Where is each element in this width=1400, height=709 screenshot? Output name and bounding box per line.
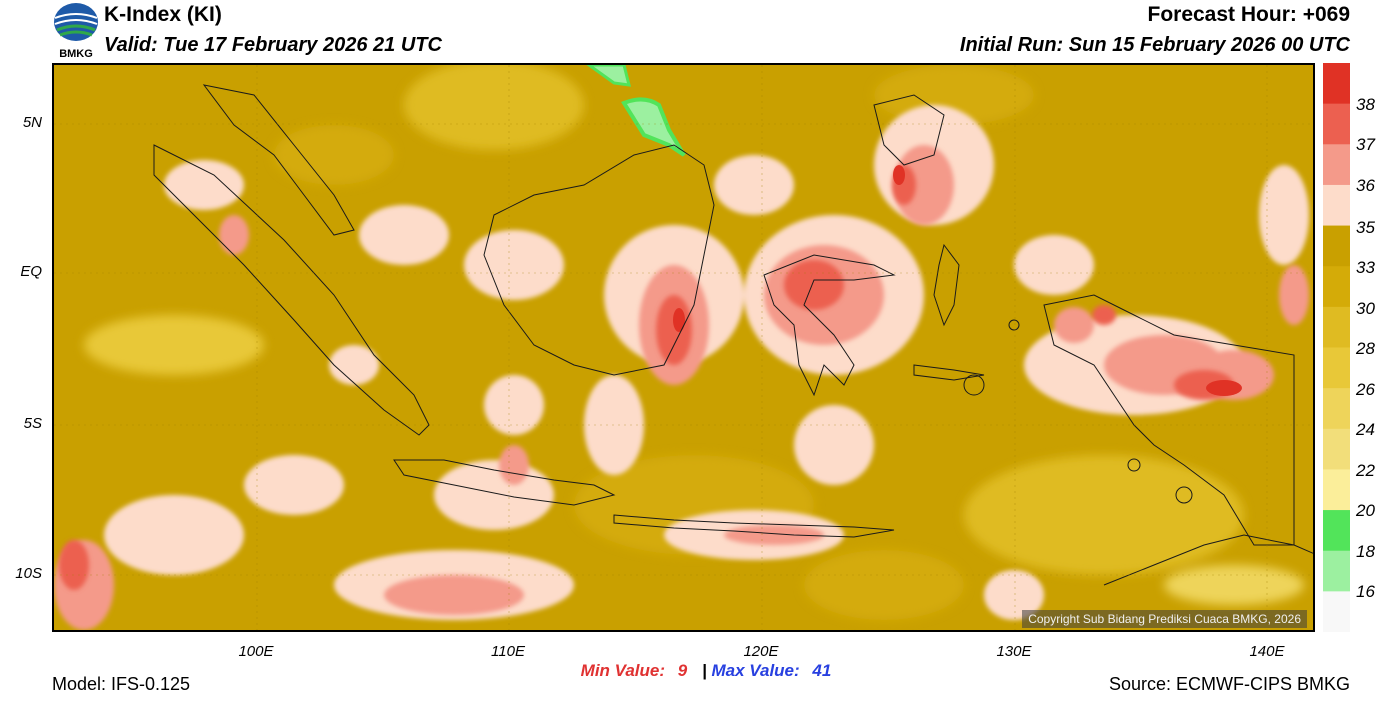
colorbar-label: 38 bbox=[1356, 95, 1375, 114]
colorbar-label: 20 bbox=[1356, 501, 1375, 520]
value-field-green bbox=[586, 65, 686, 157]
colorbar-segment bbox=[1323, 63, 1350, 105]
min-value: 9 bbox=[677, 661, 688, 680]
min-value-label: Min Value: bbox=[580, 661, 666, 680]
lon-label-130e: 130E bbox=[996, 643, 1032, 660]
colorbar-segment bbox=[1323, 510, 1350, 552]
lat-label-10s: 10S bbox=[15, 565, 42, 582]
colorbar-segment bbox=[1323, 591, 1350, 632]
map-panel: Copyright Sub Bidang Prediksi Cuaca BMKG… bbox=[52, 63, 1315, 632]
colorbar-label: 33 bbox=[1356, 258, 1375, 277]
lat-label-eq: EQ bbox=[20, 263, 42, 280]
colorbar-segment bbox=[1323, 103, 1350, 145]
colorbar-label: 18 bbox=[1356, 542, 1375, 561]
coastlines bbox=[153, 84, 1313, 586]
colorbar-segment bbox=[1323, 306, 1350, 348]
k-index-map bbox=[54, 65, 1313, 630]
colorbar-label: 16 bbox=[1356, 582, 1375, 601]
max-value-label: Max Value: bbox=[711, 661, 800, 680]
graticule bbox=[54, 65, 1313, 630]
bmkg-logo: BMKG bbox=[52, 2, 100, 60]
colorbar-label: 35 bbox=[1356, 218, 1375, 237]
max-value: 41 bbox=[812, 661, 832, 680]
colorbar-segment bbox=[1323, 144, 1350, 186]
colorbar-label: 30 bbox=[1356, 299, 1375, 318]
chart-title: K-Index (KI) bbox=[104, 3, 222, 26]
initial-run: Initial Run: Sun 15 February 2026 00 UTC bbox=[959, 34, 1350, 56]
bmkg-logo-icon: BMKG bbox=[54, 3, 98, 60]
logo-text: BMKG bbox=[59, 48, 93, 60]
colorbar-segment bbox=[1323, 388, 1350, 430]
lon-label-110e: 110E bbox=[491, 643, 525, 660]
colorbar-label: 37 bbox=[1356, 135, 1375, 154]
colorbar-segment bbox=[1323, 428, 1350, 470]
lon-label-100e: 100E bbox=[238, 643, 274, 660]
value-field-38 bbox=[673, 165, 1242, 396]
model-label: Model: IFS-0.125 bbox=[52, 674, 191, 694]
lon-label-120e: 120E bbox=[743, 643, 779, 660]
lon-label-140e: 140E bbox=[1249, 643, 1285, 660]
source-label: Source: ECMWF-CIPS BMKG bbox=[1108, 674, 1350, 694]
colorbar-segment bbox=[1323, 184, 1350, 227]
colorbar-label: 22 bbox=[1356, 461, 1375, 480]
colorbar-segment bbox=[1323, 347, 1350, 389]
colorbar-label: 26 bbox=[1356, 380, 1375, 399]
forecast-hour: Forecast Hour: +069 bbox=[1147, 3, 1351, 26]
colorbar-segment bbox=[1323, 225, 1350, 267]
colorbar-label: 36 bbox=[1356, 176, 1375, 195]
lat-label-5n: 5N bbox=[22, 114, 42, 131]
colorbar-label: 24 bbox=[1356, 420, 1375, 439]
colorbar-segment bbox=[1323, 550, 1350, 592]
copyright-notice: Copyright Sub Bidang Prediksi Cuaca BMKG… bbox=[1022, 610, 1307, 628]
valid-time: Valid: Tue 17 February 2026 21 UTC bbox=[104, 34, 442, 56]
lat-label-5s: 5S bbox=[23, 415, 42, 432]
colorbar-segment bbox=[1323, 266, 1350, 308]
colorbar bbox=[1323, 63, 1350, 632]
colorbar-segment bbox=[1323, 469, 1350, 511]
stats-separator: | bbox=[701, 661, 707, 680]
colorbar-label: 28 bbox=[1356, 339, 1375, 358]
min-max-values: Min Value: 9 | Max Value: 41 bbox=[0, 661, 1400, 681]
